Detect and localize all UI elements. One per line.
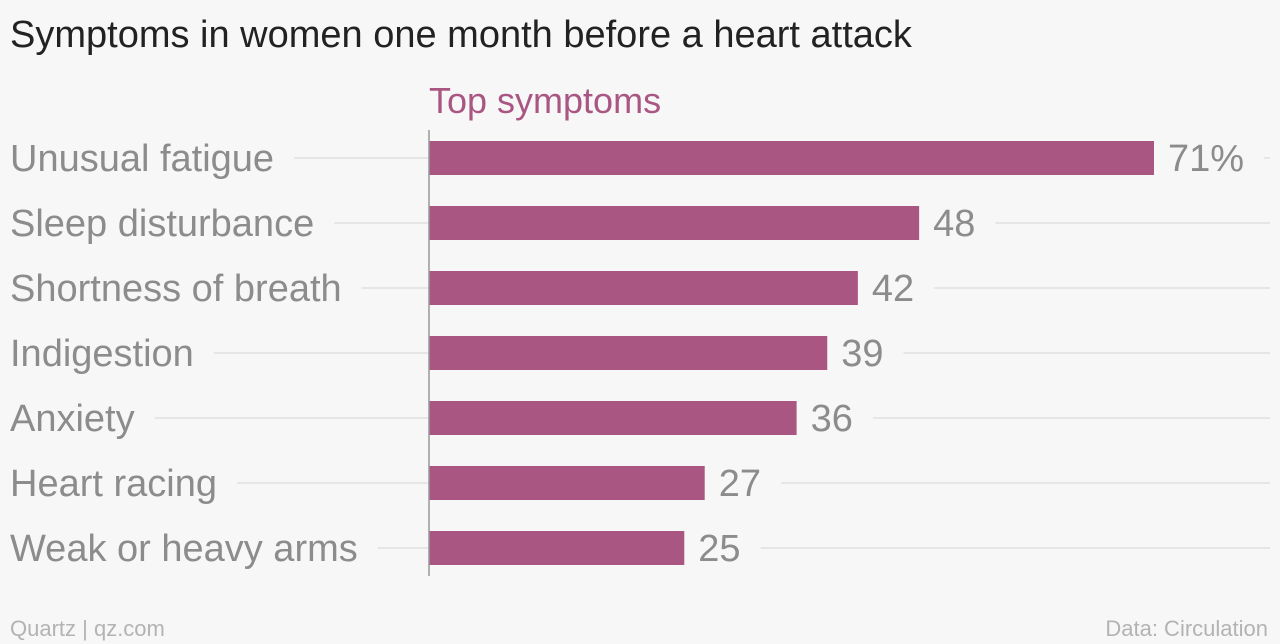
bar [429, 206, 920, 240]
value-label: 48 [933, 203, 975, 245]
bar [429, 401, 797, 435]
value-label: 39 [841, 333, 883, 375]
data-source: Data: Circulation [1105, 616, 1268, 641]
bar [429, 271, 858, 305]
value-label: 25 [698, 528, 740, 570]
category-label: Weak or heavy arms [10, 528, 358, 570]
source-credit: Quartz | qz.com [10, 616, 165, 641]
value-label: 71% [1168, 138, 1244, 180]
chart-title: Symptoms in women one month before a hea… [10, 14, 912, 56]
category-label: Shortness of breath [10, 268, 342, 310]
value-label: 27 [719, 463, 761, 505]
bar-chart: Top symptoms Unusual fatigue 71% Sleep dist… [10, 80, 1270, 576]
category-label: Heart racing [10, 463, 217, 505]
value-label: 42 [872, 268, 914, 310]
series-label: Top symptoms [429, 80, 661, 121]
category-label: Unusual fatigue [10, 138, 274, 180]
bar [429, 531, 685, 565]
category-label: Indigestion [10, 333, 194, 375]
category-label: Anxiety [10, 398, 135, 440]
bar [429, 141, 1154, 175]
category-label: Sleep disturbance [10, 203, 314, 245]
bar [429, 466, 705, 500]
value-label: 36 [811, 398, 853, 440]
bar [429, 336, 828, 370]
